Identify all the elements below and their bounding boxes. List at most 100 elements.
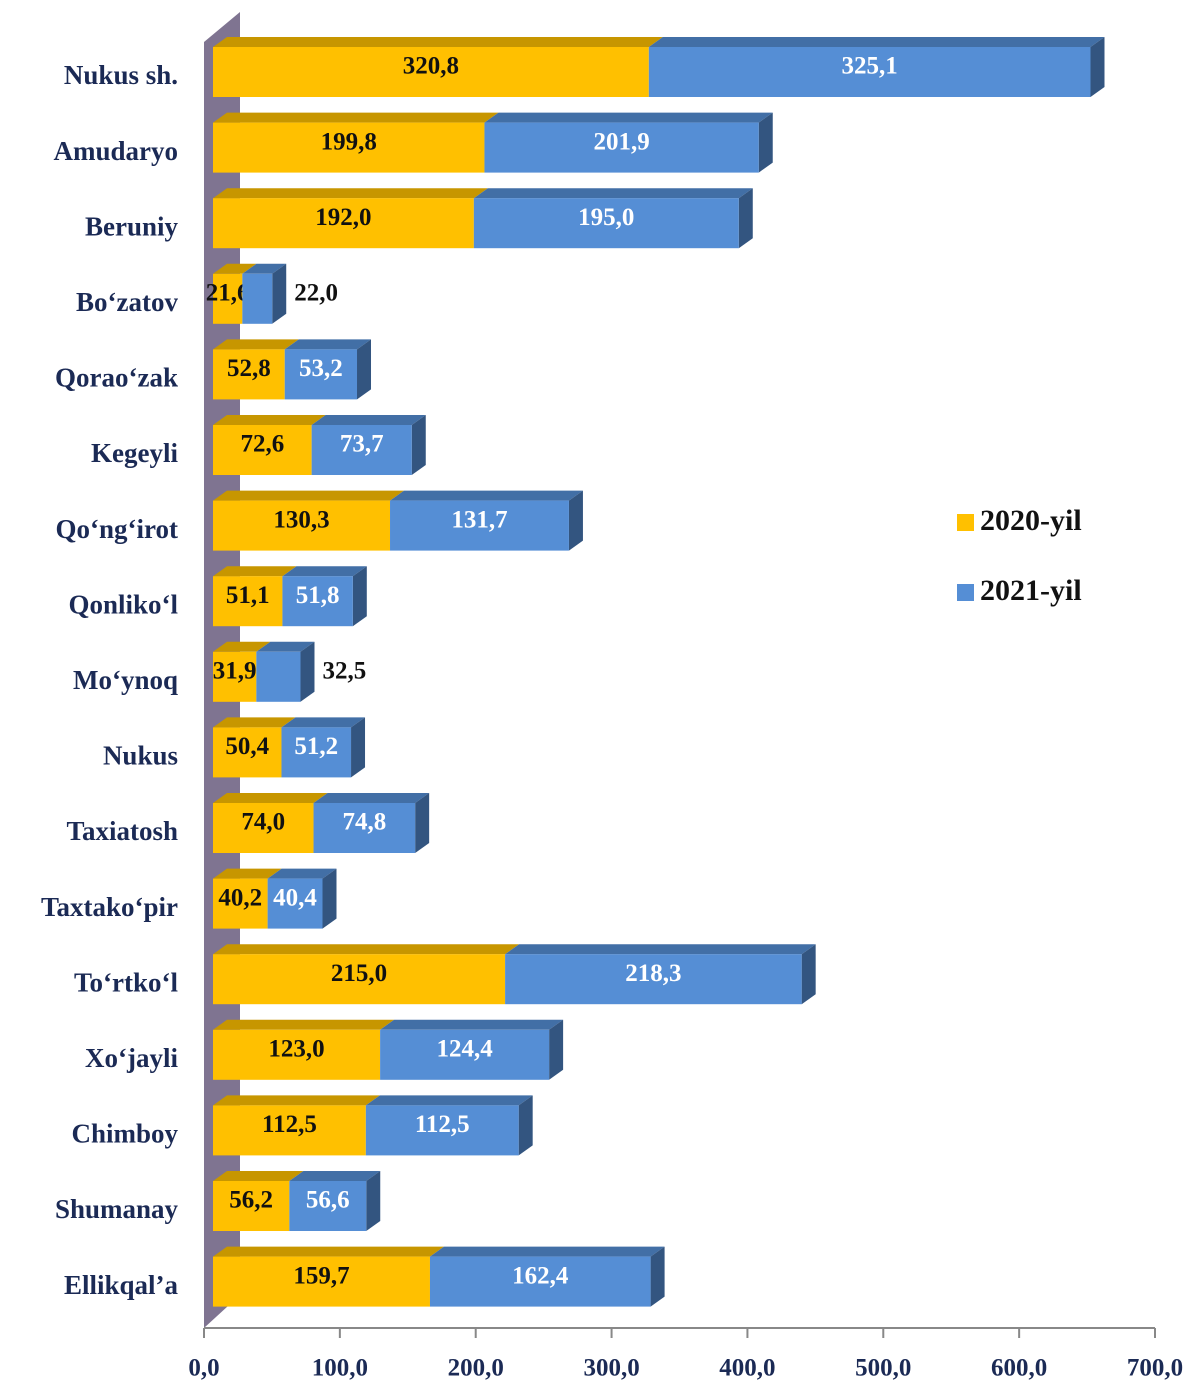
bar (484, 122, 759, 173)
bar-side (568, 490, 583, 551)
category-label: Xo‘jayli (85, 1043, 178, 1073)
value-label: 53,2 (299, 355, 343, 382)
bar-top (213, 1019, 395, 1030)
category-label: Shumanay (55, 1194, 179, 1224)
category-label: Chimboy (71, 1119, 178, 1149)
category-label: Nukus (103, 741, 178, 771)
bar (380, 1029, 550, 1080)
bar (213, 1105, 366, 1156)
bar-side (518, 1095, 533, 1156)
bar (289, 1181, 367, 1231)
bar (213, 198, 474, 249)
bar-top (284, 339, 372, 350)
value-label: 159,7 (293, 1262, 349, 1289)
bar (505, 954, 802, 1005)
bar (213, 651, 257, 702)
bar (213, 273, 243, 324)
x-tick-label: 500,0 (855, 1355, 911, 1382)
legend-swatch (957, 514, 974, 531)
bar (284, 349, 358, 400)
bar (213, 47, 649, 97)
bar-top (213, 188, 488, 199)
value-label: 32,5 (322, 658, 366, 685)
bar-top (213, 1246, 444, 1257)
bar (281, 727, 352, 778)
bar-side (300, 641, 315, 702)
category-label: Bo‘zatov (76, 287, 178, 317)
bar-side (352, 566, 367, 627)
value-label: 51,8 (296, 582, 340, 609)
bar (313, 803, 416, 853)
bar-top (213, 339, 299, 350)
category-label: Ellikqal’a (64, 1270, 179, 1300)
bar-side (1090, 37, 1105, 97)
bar-side (351, 717, 366, 778)
bar-side (272, 263, 287, 324)
x-tick-label: 0,0 (188, 1355, 219, 1382)
category-label: Qorao‘zak (55, 363, 178, 393)
value-label: 31,9 (213, 658, 257, 685)
value-label: 325,1 (842, 53, 898, 80)
bar-side (357, 339, 372, 400)
bar (213, 576, 283, 627)
bar (311, 425, 412, 475)
value-label: 50,4 (225, 733, 269, 760)
bar (282, 576, 353, 627)
bar (242, 273, 273, 324)
bar (213, 1029, 381, 1080)
bar-top (242, 263, 287, 274)
value-label: 218,3 (625, 960, 681, 987)
bar-top (213, 37, 663, 47)
x-tick-label: 200,0 (448, 1355, 504, 1382)
bar-top (281, 717, 366, 728)
value-label: 74,8 (342, 809, 386, 836)
x-tick-label: 300,0 (583, 1355, 639, 1382)
value-label: 192,0 (315, 204, 371, 231)
bar-top (213, 944, 520, 955)
bar (473, 198, 739, 249)
legend-label: 2021-yil (980, 574, 1082, 607)
value-label: 201,9 (593, 128, 649, 155)
bar (365, 1105, 519, 1156)
bar-top (289, 1171, 381, 1181)
bar-top (390, 490, 583, 501)
value-label: 56,6 (306, 1187, 350, 1214)
legend-swatch (957, 584, 974, 601)
category-label: Beruniy (85, 211, 179, 241)
x-tick-label: 100,0 (312, 1355, 368, 1382)
value-label: 130,3 (273, 506, 329, 533)
bar-top (256, 641, 315, 652)
category-label: Taxtako‘pir (41, 892, 178, 922)
bar (213, 349, 285, 400)
bar-side (322, 868, 337, 929)
bar-top (505, 944, 816, 955)
bar-top (365, 1095, 533, 1106)
bar-top (213, 415, 326, 425)
value-label: 51,2 (294, 733, 338, 760)
value-label: 112,5 (415, 1111, 470, 1138)
value-label: 21,6 (206, 280, 250, 307)
bar (213, 878, 268, 929)
bar-top (213, 566, 297, 577)
bar (213, 425, 312, 475)
bar-top (484, 112, 773, 123)
bar-top (213, 793, 328, 803)
bar-top (380, 1019, 564, 1030)
bar-top (213, 263, 257, 274)
category-label: Qonliko‘l (68, 589, 178, 619)
value-label: 56,2 (229, 1187, 273, 1214)
value-label: 40,2 (218, 884, 262, 911)
bar-side (738, 188, 753, 249)
value-label: 199,8 (321, 128, 377, 155)
value-label: 123,0 (268, 1036, 324, 1063)
category-label: Amudaryo (53, 136, 178, 166)
bar-side (549, 1019, 564, 1080)
value-label: 73,7 (340, 431, 384, 458)
value-label: 131,7 (451, 506, 507, 533)
value-label: 74,0 (241, 809, 285, 836)
value-label: 124,4 (436, 1036, 493, 1063)
x-tick-label: 600,0 (991, 1355, 1047, 1382)
category-label: Taxiatosh (66, 816, 178, 846)
category-label: Mo‘ynoq (73, 665, 178, 695)
